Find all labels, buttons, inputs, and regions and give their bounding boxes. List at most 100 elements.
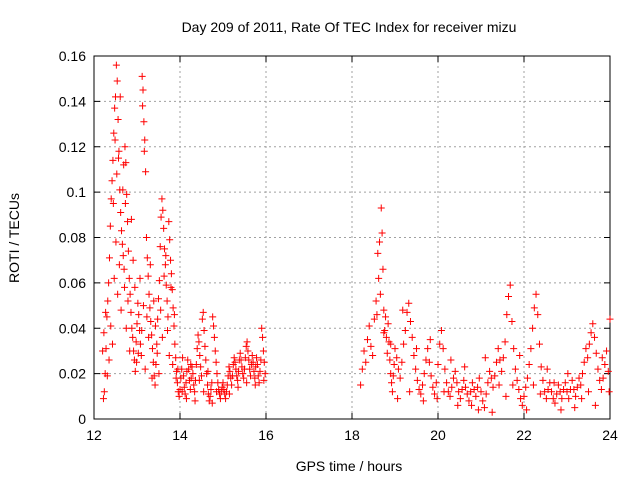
data-point (126, 347, 134, 355)
data-point (157, 306, 165, 314)
data-point (525, 361, 533, 369)
data-point (441, 365, 449, 373)
data-point (143, 254, 151, 262)
data-point (415, 386, 423, 394)
data-point (121, 199, 129, 207)
x-axis-label: GPS time / hours (296, 458, 403, 474)
data-point (131, 283, 139, 291)
data-point (233, 372, 241, 380)
data-point (119, 252, 127, 260)
data-point (179, 372, 187, 380)
data-point (198, 315, 206, 323)
data-point (522, 383, 530, 391)
data-point (365, 322, 373, 330)
data-point (482, 390, 490, 398)
data-point (440, 388, 448, 396)
data-point (153, 349, 161, 357)
data-point (426, 336, 434, 344)
data-point (225, 390, 233, 398)
data-point (182, 395, 190, 403)
data-point (247, 372, 255, 380)
x-tick-label: 14 (172, 427, 188, 443)
data-point (161, 245, 169, 253)
data-point (468, 379, 476, 387)
data-point (142, 168, 150, 176)
data-point (138, 72, 146, 80)
y-tick-label: 0.14 (59, 93, 86, 109)
data-point (213, 370, 221, 378)
data-point (208, 399, 216, 407)
data-point (580, 358, 588, 366)
data-point (380, 329, 388, 337)
data-point (400, 340, 408, 348)
data-point (425, 358, 433, 366)
data-point (529, 324, 537, 332)
data-point (204, 367, 212, 375)
data-point (462, 383, 470, 391)
data-point (225, 363, 233, 371)
x-tick-label: 16 (258, 427, 274, 443)
data-point (186, 386, 194, 394)
data-point (406, 317, 414, 325)
data-point (159, 206, 167, 214)
y-tick-label: 0.02 (59, 366, 86, 382)
data-point (158, 333, 166, 341)
data-point (204, 381, 212, 389)
data-point (575, 374, 583, 382)
data-point (210, 322, 218, 330)
data-point (230, 354, 238, 362)
data-point (468, 401, 476, 409)
data-point (187, 374, 195, 382)
data-point (412, 365, 420, 373)
y-axis-label: ROTI / TECUs (6, 193, 22, 283)
data-point (260, 376, 268, 384)
data-point (384, 320, 392, 328)
data-point (605, 388, 613, 396)
data-point (509, 381, 517, 389)
data-point (249, 358, 257, 366)
chart-title: Day 209 of 2011, Rate Of TEC Index for r… (182, 19, 517, 35)
data-point (111, 136, 119, 144)
data-point (251, 381, 259, 389)
data-point (239, 370, 247, 378)
data-point (157, 213, 165, 221)
data-point (374, 249, 382, 257)
data-point (417, 390, 425, 398)
data-point (511, 365, 519, 373)
data-point (107, 322, 115, 330)
data-point (518, 401, 526, 409)
y-tick-label: 0.1 (67, 184, 87, 200)
data-point (258, 324, 266, 332)
data-point (494, 345, 502, 353)
data-point (191, 388, 199, 396)
data-point (146, 304, 154, 312)
data-point (112, 238, 120, 246)
data-point (231, 358, 239, 366)
data-point (202, 356, 210, 364)
data-point (208, 379, 216, 387)
data-point (489, 383, 497, 391)
data-point (199, 308, 207, 316)
data-point (102, 308, 110, 316)
data-point (375, 274, 383, 282)
data-point (226, 367, 234, 375)
data-point (439, 345, 447, 353)
data-point (557, 406, 565, 414)
data-point (132, 338, 140, 346)
data-point (148, 374, 156, 382)
data-point (585, 340, 593, 348)
data-point (571, 404, 579, 412)
data-point (113, 77, 121, 85)
data-point (155, 370, 163, 378)
data-point (165, 218, 173, 226)
data-point (358, 365, 366, 373)
data-point (140, 147, 148, 155)
data-point (363, 336, 371, 344)
data-point (542, 395, 550, 403)
data-point (410, 351, 418, 359)
data-point (115, 261, 123, 269)
data-point (145, 333, 153, 341)
data-point (604, 367, 612, 375)
data-point (171, 340, 179, 348)
